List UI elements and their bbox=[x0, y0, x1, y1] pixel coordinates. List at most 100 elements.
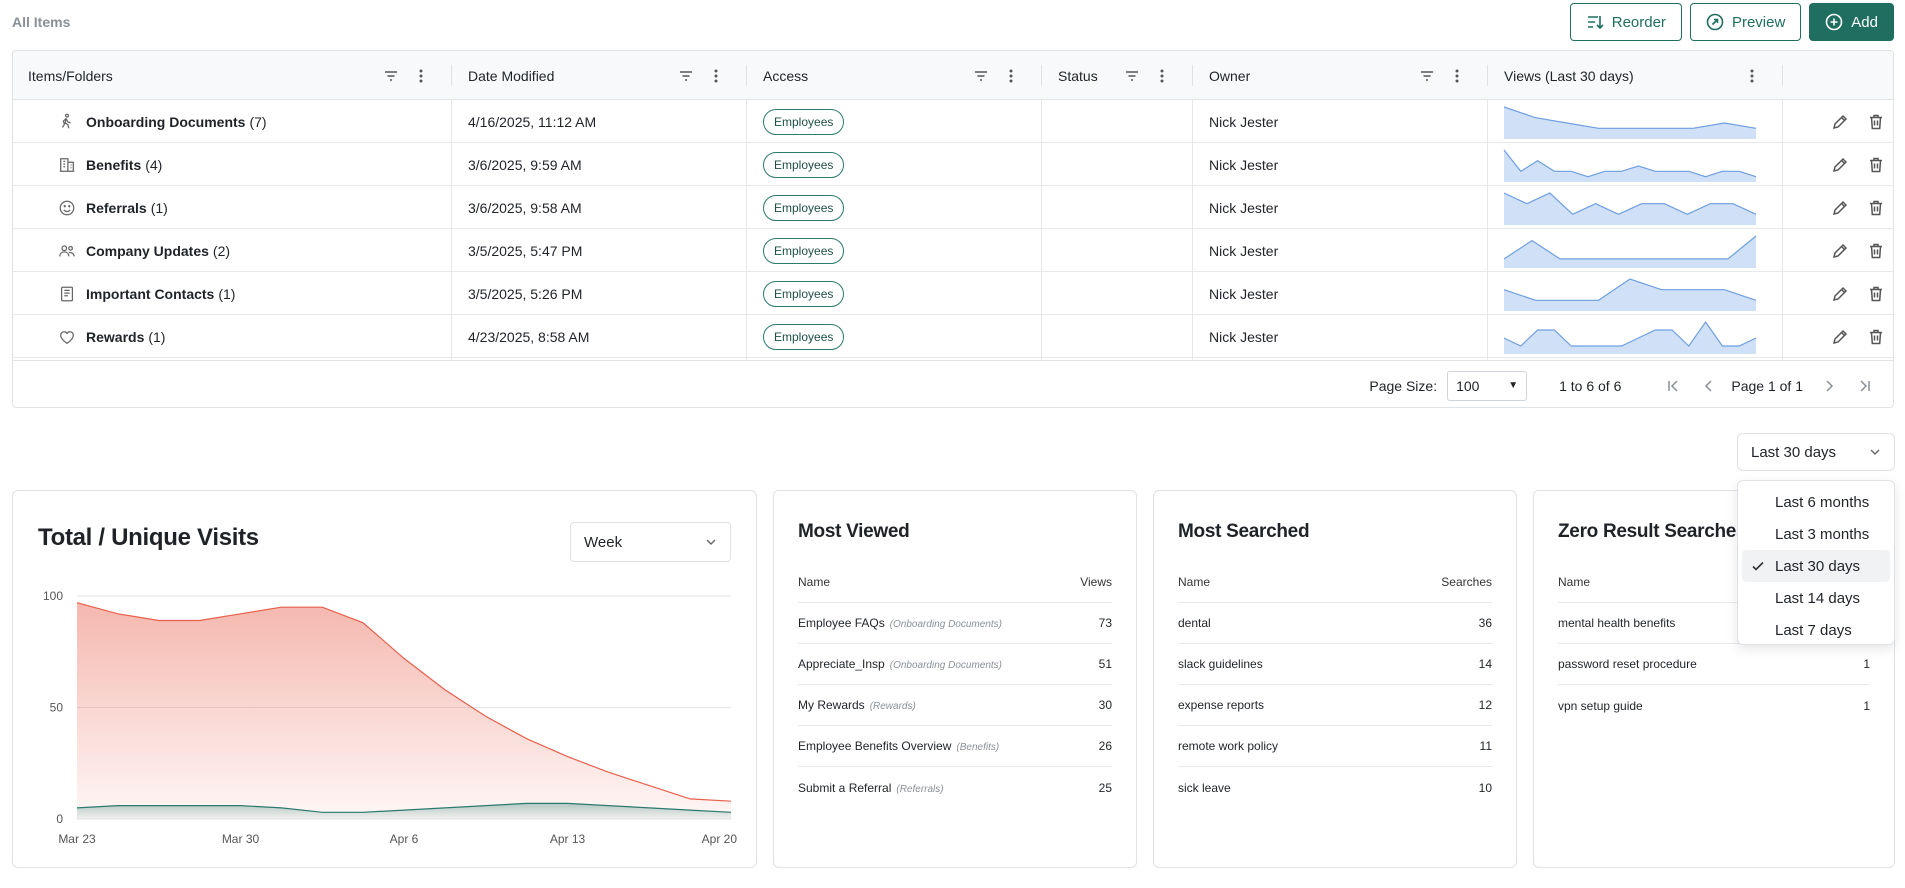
item-cell[interactable]: Rewards (1) bbox=[58, 315, 448, 358]
item-name[interactable]: My Rewards bbox=[798, 698, 865, 712]
views-sparkline bbox=[1503, 278, 1757, 311]
date-range-option[interactable]: Last 6 months bbox=[1742, 486, 1890, 518]
table-row[interactable]: Onboarding Documents (7) 4/16/2025, 11:12 … bbox=[13, 100, 1893, 143]
trash-icon[interactable] bbox=[1867, 328, 1885, 346]
filter-icon[interactable] bbox=[383, 68, 399, 84]
next-page-icon[interactable] bbox=[1821, 378, 1837, 394]
column-menu-icon[interactable] bbox=[1449, 68, 1465, 84]
item-name[interactable]: password reset procedure bbox=[1558, 657, 1697, 671]
list-item[interactable]: My Rewards (Rewards) 30 bbox=[798, 685, 1112, 726]
trash-icon[interactable] bbox=[1867, 285, 1885, 303]
reorder-label: Reorder bbox=[1611, 13, 1666, 31]
column-separator[interactable] bbox=[1041, 65, 1042, 86]
date-range-option[interactable]: Last 7 days bbox=[1742, 614, 1890, 646]
column-header-access[interactable]: Access bbox=[763, 67, 809, 84]
preview-button[interactable]: Preview bbox=[1689, 3, 1802, 41]
column-menu-icon[interactable] bbox=[1154, 68, 1170, 84]
item-name[interactable]: Appreciate_Insp bbox=[798, 657, 885, 671]
pencil-icon[interactable] bbox=[1831, 285, 1849, 303]
filter-icon[interactable] bbox=[1419, 68, 1435, 84]
list-item[interactable]: expense reports 12 bbox=[1178, 685, 1492, 726]
item-name[interactable]: slack guidelines bbox=[1178, 657, 1263, 671]
table-row[interactable]: Company Updates (2) 3/5/2025, 5:47 PM Emplo… bbox=[13, 229, 1893, 272]
list-item[interactable]: remote work policy 11 bbox=[1178, 726, 1492, 767]
list-item[interactable]: Submit a Referral (Referrals) 25 bbox=[798, 767, 1112, 808]
item-name[interactable]: dental bbox=[1178, 616, 1211, 630]
date-range-select[interactable]: Last 30 days bbox=[1737, 433, 1895, 471]
item-name[interactable]: Submit a Referral bbox=[798, 780, 892, 795]
column-menu-icon[interactable] bbox=[1003, 68, 1019, 84]
item-name[interactable]: Referrals bbox=[86, 199, 147, 216]
list-item[interactable]: dental 36 bbox=[1178, 603, 1492, 644]
column-header-status[interactable]: Status bbox=[1058, 67, 1098, 84]
column-menu-icon[interactable] bbox=[413, 68, 429, 84]
trash-icon[interactable] bbox=[1867, 242, 1885, 260]
date-range-option[interactable]: Last 30 days bbox=[1742, 550, 1890, 582]
table-row[interactable]: Referrals (1) 3/6/2025, 9:58 AM Employees Ni… bbox=[13, 186, 1893, 229]
column-menu-icon[interactable] bbox=[1744, 68, 1760, 84]
interval-select[interactable]: Week bbox=[570, 522, 731, 562]
item-cell[interactable]: Important Contacts (1) bbox=[58, 272, 448, 315]
item-name[interactable]: Employee Benefits Overview bbox=[798, 739, 952, 753]
column-separator[interactable] bbox=[746, 65, 747, 86]
column-header-items[interactable]: Items/Folders bbox=[28, 67, 113, 84]
table-row[interactable]: Benefits (4) 3/6/2025, 9:59 AM Employees Nic… bbox=[13, 143, 1893, 186]
breadcrumb[interactable]: All Items bbox=[12, 14, 71, 30]
date-range-option[interactable]: Last 3 months bbox=[1742, 518, 1890, 550]
column-header-date[interactable]: Date Modified bbox=[468, 67, 555, 84]
table-row[interactable]: Rewards (1) 4/23/2025, 8:58 AM Employees Nic… bbox=[13, 315, 1893, 358]
column-separator[interactable] bbox=[1782, 65, 1783, 86]
item-name[interactable]: Important Contacts bbox=[86, 285, 215, 302]
add-button[interactable]: Add bbox=[1809, 3, 1894, 41]
item-name[interactable]: expense reports bbox=[1178, 698, 1265, 712]
pencil-icon[interactable] bbox=[1831, 242, 1849, 260]
list-item[interactable]: Employee FAQs (Onboarding Documents) 73 bbox=[798, 603, 1112, 644]
column-separator[interactable] bbox=[451, 65, 452, 86]
last-page-icon[interactable] bbox=[1857, 378, 1873, 394]
item-name[interactable]: Rewards bbox=[86, 328, 145, 345]
previous-page-icon[interactable] bbox=[1701, 378, 1717, 394]
column-header-owner[interactable]: Owner bbox=[1209, 67, 1251, 84]
pencil-icon[interactable] bbox=[1831, 199, 1849, 217]
reorder-button[interactable]: Reorder bbox=[1569, 3, 1682, 41]
item-name[interactable]: sick leave bbox=[1178, 780, 1231, 795]
trash-icon[interactable] bbox=[1867, 113, 1885, 131]
item-name[interactable]: Employee FAQs bbox=[798, 616, 885, 630]
items-grid: Items/Folders Date Modified Access Statu… bbox=[12, 50, 1894, 408]
trash-icon[interactable] bbox=[1867, 156, 1885, 174]
item-cell[interactable]: Onboarding Documents (7) bbox=[58, 100, 448, 143]
item-name[interactable]: vpn setup guide bbox=[1558, 698, 1643, 713]
item-name[interactable]: Company Updates bbox=[86, 242, 209, 259]
item-name[interactable]: Benefits bbox=[86, 156, 142, 173]
pencil-icon[interactable] bbox=[1831, 328, 1849, 346]
column-name: Name bbox=[1178, 574, 1211, 589]
item-cell[interactable]: Referrals (1) bbox=[58, 186, 448, 229]
item-name[interactable]: mental health benefits bbox=[1558, 616, 1676, 630]
table-row[interactable]: Important Contacts (1) 3/5/2025, 5:26 PM Em… bbox=[13, 272, 1893, 315]
list-item[interactable]: vpn setup guide 1 bbox=[1558, 685, 1870, 726]
column-header-views[interactable]: Views (Last 30 days) bbox=[1504, 67, 1634, 84]
filter-icon[interactable] bbox=[973, 68, 989, 84]
page-size-select[interactable]: 100 ▼ bbox=[1447, 370, 1528, 401]
list-item[interactable]: Appreciate_Insp (Onboarding Documents) 51 bbox=[798, 644, 1112, 685]
document-icon bbox=[60, 286, 74, 301]
trash-icon[interactable] bbox=[1867, 199, 1885, 217]
pencil-icon[interactable] bbox=[1831, 113, 1849, 131]
list-item[interactable]: slack guidelines 14 bbox=[1178, 644, 1492, 685]
first-page-icon[interactable] bbox=[1665, 378, 1681, 394]
item-cell[interactable]: Benefits (4) bbox=[58, 143, 448, 186]
column-separator[interactable] bbox=[1192, 65, 1193, 86]
pencil-icon[interactable] bbox=[1831, 156, 1849, 174]
list-item[interactable]: password reset procedure 1 bbox=[1558, 644, 1870, 685]
list-item[interactable]: sick leave 10 bbox=[1178, 767, 1492, 808]
filter-icon[interactable] bbox=[1124, 68, 1140, 84]
list-item[interactable]: Employee Benefits Overview (Benefits) 26 bbox=[798, 726, 1112, 767]
item-name[interactable]: Onboarding Documents bbox=[86, 113, 246, 130]
column-divider bbox=[1192, 100, 1193, 360]
column-menu-icon[interactable] bbox=[708, 68, 724, 84]
filter-icon[interactable] bbox=[678, 68, 694, 84]
item-cell[interactable]: Company Updates (2) bbox=[58, 229, 448, 272]
date-range-option[interactable]: Last 14 days bbox=[1742, 582, 1890, 614]
column-separator[interactable] bbox=[1487, 65, 1488, 86]
item-name[interactable]: remote work policy bbox=[1178, 739, 1279, 753]
